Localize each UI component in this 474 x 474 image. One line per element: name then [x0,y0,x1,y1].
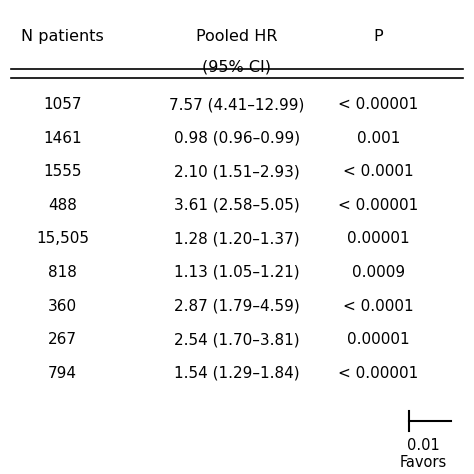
Text: Pooled HR: Pooled HR [196,29,278,45]
Text: < 0.00001: < 0.00001 [338,97,419,112]
Text: N patients: N patients [21,29,104,45]
Text: 1.54 (1.29–1.84): 1.54 (1.29–1.84) [174,365,300,381]
Text: < 0.0001: < 0.0001 [343,299,414,313]
Text: 267: 267 [48,332,77,347]
Text: 15,505: 15,505 [36,231,89,246]
Text: P: P [374,29,383,45]
Text: 1.28 (1.20–1.37): 1.28 (1.20–1.37) [174,231,300,246]
Text: 2.87 (1.79–4.59): 2.87 (1.79–4.59) [174,299,300,313]
Text: < 0.00001: < 0.00001 [338,365,419,381]
Text: Favors: Favors [400,455,447,470]
Text: 488: 488 [48,198,77,213]
Text: 2.54 (1.70–3.81): 2.54 (1.70–3.81) [174,332,300,347]
Text: 360: 360 [48,299,77,313]
Text: 7.57 (4.41–12.99): 7.57 (4.41–12.99) [169,97,305,112]
Text: 0.0009: 0.0009 [352,265,405,280]
Text: (95% CI): (95% CI) [202,60,272,75]
Text: 3.61 (2.58–5.05): 3.61 (2.58–5.05) [174,198,300,213]
Text: 1555: 1555 [44,164,82,179]
Text: 818: 818 [48,265,77,280]
Text: 0.001: 0.001 [356,131,400,146]
Text: < 0.00001: < 0.00001 [338,198,419,213]
Text: 0.01: 0.01 [407,438,439,453]
Text: 1057: 1057 [44,97,82,112]
Text: 0.98 (0.96–0.99): 0.98 (0.96–0.99) [174,131,300,146]
Text: < 0.0001: < 0.0001 [343,164,414,179]
Text: 1.13 (1.05–1.21): 1.13 (1.05–1.21) [174,265,300,280]
Text: 0.00001: 0.00001 [347,332,410,347]
Text: 1461: 1461 [43,131,82,146]
Text: 794: 794 [48,365,77,381]
Text: 0.00001: 0.00001 [347,231,410,246]
Text: 2.10 (1.51–2.93): 2.10 (1.51–2.93) [174,164,300,179]
